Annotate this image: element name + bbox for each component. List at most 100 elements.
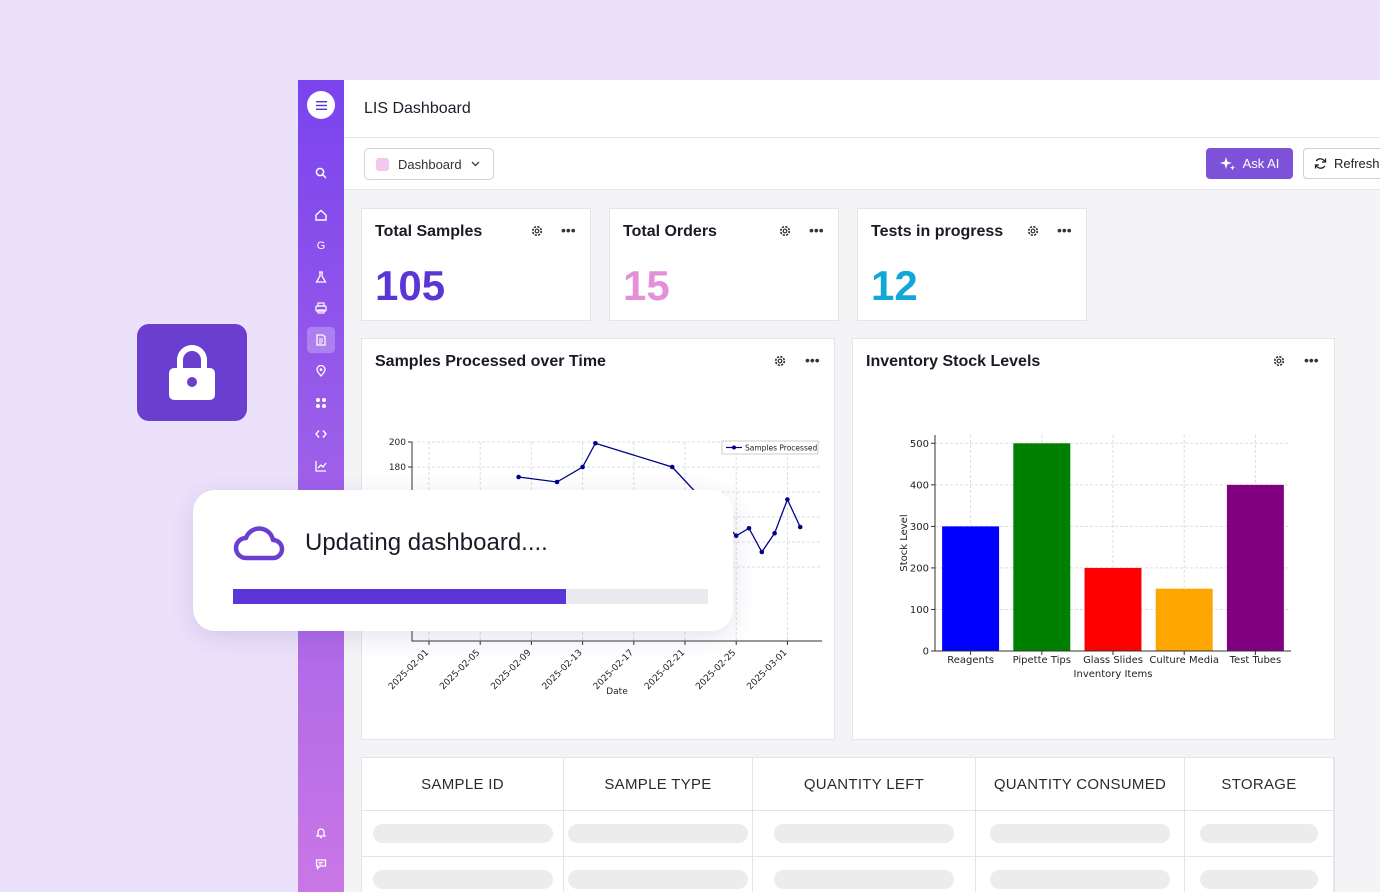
sidebar-item-home[interactable] [307, 202, 335, 228]
sidebar-item-chat[interactable] [307, 851, 335, 877]
data-point [746, 525, 752, 531]
stat-card-value: 15 [623, 262, 670, 309]
inventory-chart-card: Inventory Stock Levels ••• 0 100 200 300 400… [852, 338, 1335, 740]
sidebar-item-location[interactable] [307, 358, 335, 384]
column-header[interactable]: SAMPLE TYPE [564, 758, 753, 810]
bar [1155, 588, 1213, 651]
table-row [362, 811, 1334, 857]
gear-icon[interactable] [1272, 354, 1286, 368]
top-bar: LIS Dashboard [344, 80, 1380, 138]
samples-chart-title: Samples Processed over Time [375, 353, 606, 370]
code-icon [315, 430, 327, 438]
refresh-icon [1314, 158, 1327, 169]
sidebar-item-code[interactable] [307, 421, 335, 447]
sidebar-item-printer[interactable] [307, 295, 335, 321]
refresh-label: Refresh [1334, 156, 1380, 171]
x-tick-label: Reagents [947, 655, 994, 666]
axis [934, 435, 1291, 652]
table-cell [362, 811, 564, 856]
gear-icon[interactable] [773, 354, 787, 368]
column-header[interactable]: SAMPLE ID [362, 758, 564, 810]
x-tick-label: 2025-03-01 [745, 648, 789, 692]
more-options-icon[interactable]: ••• [805, 352, 820, 368]
document-icon [316, 334, 326, 346]
data-point [772, 530, 777, 536]
refresh-button[interactable]: Refresh [1303, 148, 1380, 179]
more-options-icon[interactable]: ••• [1057, 222, 1072, 238]
loading-skeleton [774, 870, 954, 889]
x-tick-label: Culture Media [1149, 655, 1219, 666]
lock-tile [137, 324, 247, 421]
home-icon [315, 209, 327, 221]
table-cell [564, 811, 753, 856]
y-tick-label: 300 [910, 522, 929, 533]
samples-table: SAMPLE ID SAMPLE TYPE QUANTITY LEFT QUANTIT… [361, 757, 1335, 892]
updating-toast: Updating dashboard.... [193, 490, 733, 631]
column-header[interactable]: QUANTITY CONSUMED [976, 758, 1185, 810]
x-tick-label: 2025-02-05 [438, 648, 482, 692]
menu-button[interactable] [307, 91, 335, 119]
y-tick-label: 500 [910, 439, 929, 450]
data-point [733, 533, 739, 539]
sidebar-item-flask[interactable] [307, 264, 335, 290]
printer-icon [315, 302, 327, 314]
data-point [593, 440, 598, 446]
stat-card-value: 12 [871, 262, 918, 309]
sidebar-item-bell[interactable] [307, 820, 335, 846]
apps-icon [316, 398, 326, 408]
loading-skeleton [990, 824, 1170, 843]
table-cell [1185, 811, 1334, 856]
y-tick-label: 180 [389, 463, 406, 473]
cloud-icon [233, 526, 285, 561]
stat-card-title: Total Orders [623, 223, 717, 240]
loading-skeleton [990, 870, 1170, 889]
legend-label: Samples Processed [745, 444, 817, 453]
dashboard-select[interactable]: Dashboard [364, 148, 494, 180]
table-cell [753, 811, 976, 856]
more-options-icon[interactable]: ••• [1304, 352, 1319, 368]
sidebar-item-chart[interactable] [307, 453, 335, 479]
progress-bar [233, 589, 708, 604]
gear-icon[interactable] [530, 224, 544, 238]
toolbar: Dashboard Ask AI Refresh [344, 138, 1380, 190]
hamburger-icon [315, 100, 327, 110]
x-tick-label: Test Tubes [1229, 655, 1282, 666]
data-point [669, 464, 675, 470]
gear-icon[interactable] [778, 224, 792, 238]
chart-icon [315, 461, 327, 472]
x-tick-label: Glass Slides [1083, 655, 1143, 666]
bar [1226, 484, 1284, 651]
data-point [785, 497, 790, 502]
stat-card: Total Orders ••• 15 [609, 208, 839, 321]
more-options-icon[interactable]: ••• [561, 222, 576, 238]
ask-ai-button[interactable]: Ask AI [1206, 148, 1293, 179]
column-header[interactable]: STORAGE [1185, 758, 1334, 810]
sparkle-icon [1219, 156, 1235, 170]
table-cell [976, 811, 1185, 856]
inventory-chart-title: Inventory Stock Levels [866, 353, 1041, 370]
x-axis-label: Date [606, 687, 628, 697]
x-axis-label: Inventory Items [1074, 669, 1153, 680]
sidebar-item-search[interactable] [307, 160, 335, 186]
data-point [759, 549, 765, 555]
legend-marker [732, 445, 736, 450]
sidebar-item-g[interactable]: G [307, 233, 335, 259]
x-tick-label: 2025-02-01 [387, 648, 431, 692]
column-header[interactable]: QUANTITY LEFT [753, 758, 976, 810]
loading-skeleton [568, 870, 748, 889]
ask-ai-label: Ask AI [1242, 156, 1280, 171]
x-tick-label: 2025-02-25 [694, 648, 738, 692]
search-icon [315, 167, 327, 179]
loading-skeleton [774, 824, 954, 843]
table-cell [976, 857, 1185, 892]
gear-icon[interactable] [1026, 224, 1040, 238]
sidebar-item-document[interactable] [307, 327, 335, 353]
bar [942, 526, 1000, 651]
bar [1013, 443, 1071, 651]
stat-card: Tests in progress ••• 12 [857, 208, 1087, 321]
legend-box [721, 440, 819, 455]
sidebar-item-apps[interactable] [307, 390, 335, 416]
more-options-icon[interactable]: ••• [809, 222, 824, 238]
loading-skeleton [1200, 870, 1318, 889]
location-icon [316, 365, 326, 377]
